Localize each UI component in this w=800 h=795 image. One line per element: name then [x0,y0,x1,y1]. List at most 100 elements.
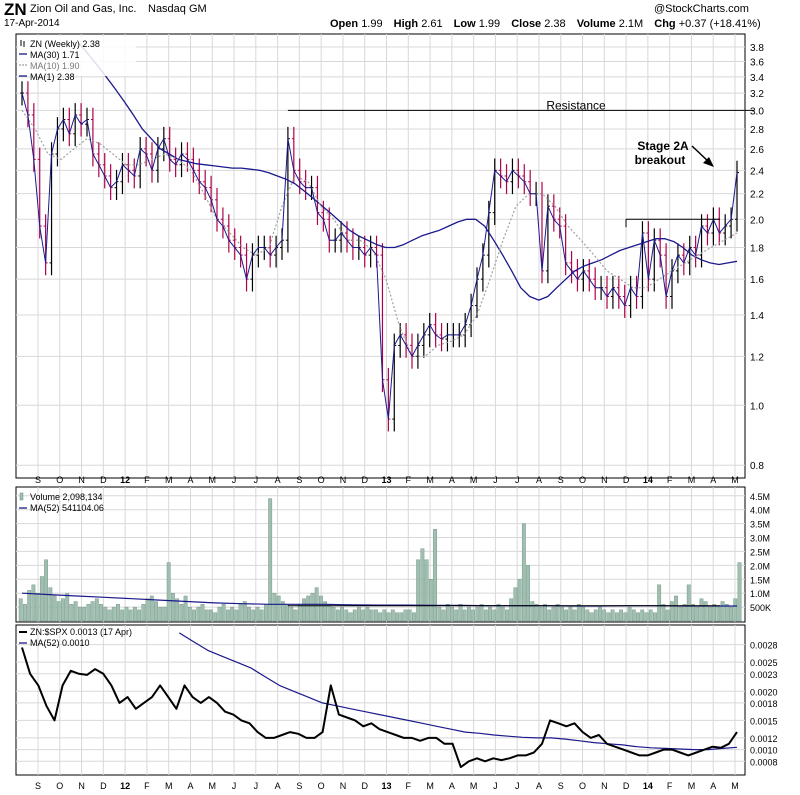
volume-bar [344,609,349,622]
x-tick-label: M [426,475,434,485]
x-tick-label: M [731,475,739,485]
volume-bar [213,612,218,622]
volume-bar [369,609,374,622]
volume-bar [361,609,366,622]
volume-bar [559,606,564,622]
volume-bar [437,606,442,622]
volume-legend-item: Volume 2,098,134 [30,492,103,502]
x-tick-label-bottom: N [601,781,608,791]
volume-tick-label: 1.5M [750,575,770,585]
breakout-arrow-head [703,157,714,167]
price-tick-label: 1.2 [750,352,764,363]
volume-bar [631,609,636,622]
open-value: 1.99 [361,18,383,30]
price-tick-label: 1.0 [750,401,764,412]
x-tick-label: J [493,475,498,485]
x-tick-label: F [406,475,412,485]
x-tick-label-bottom: A [536,781,542,791]
price-tick-label: 3.8 [750,43,764,54]
x-tick-label-bottom: A [187,781,193,791]
volume-tick-label: 4.0M [750,506,770,516]
volume-bar [306,595,311,622]
volume-bar [192,609,196,622]
volume-bar [209,609,213,622]
volume-bar [483,609,488,622]
x-tick-label: J [254,475,259,485]
volume-bar [264,604,268,622]
price-tick-label: 3.6 [750,57,764,68]
volume-bar [103,606,108,622]
volume-bar [479,604,484,622]
volume-bar [661,604,666,622]
volume-bar [627,606,632,622]
volume-tick-label: 4.5M [750,492,770,502]
x-tick-label-bottom: D [361,781,368,791]
x-tick-label-bottom: J [254,781,259,791]
volume-bar [551,606,556,622]
x-tick-label: M [688,475,696,485]
volume-bar [280,601,285,622]
volume-bar [247,606,251,622]
volume-bar [242,601,247,622]
volume-bar [196,606,201,622]
x-tick-label: J [515,475,520,485]
volume-bar [27,590,32,622]
x-tick-label-bottom: N [78,781,85,791]
volume-bar [653,612,657,622]
volume-bar [141,604,146,622]
volume-bar [390,609,395,622]
ma1-line [21,92,738,420]
volume-bar [175,598,180,622]
volume-tick-label: 1.0M [750,589,770,599]
volume-bar [297,604,302,622]
high-label: High [393,18,419,30]
volume-bar [179,604,184,622]
volume-bar [285,604,289,622]
x-tick-label: A [710,475,716,485]
x-tick-label-bottom: D [100,781,107,791]
volume-bar [56,601,61,622]
volume-bar [171,592,175,622]
ticker-symbol: ZN [4,0,27,19]
volume-bar [99,604,103,622]
low-label: Low [453,18,476,30]
volume-bar [547,609,552,622]
x-tick-label: J [232,475,237,485]
volume-bar [183,595,188,622]
volume-bar [433,528,437,622]
volume-bar [657,584,662,622]
volume-bar [564,609,569,622]
volume-bar [441,609,446,622]
price-legend-box [18,36,136,76]
breakout-label: breakout [635,153,686,167]
chg-value: +0.37 (+18.41%) [678,18,761,30]
price-tick-label: 1.4 [750,311,764,322]
volume-bar [217,606,222,622]
x-tick-label: 14 [643,475,653,485]
volume-bar [23,604,27,622]
relative-ratio-line [21,647,738,769]
volume-tick-label: 2.5M [750,547,770,557]
volume-bar [471,609,476,622]
volume-bar [340,606,344,622]
x-tick-label: M [165,475,173,485]
volume-bar [568,606,573,622]
volume-tick-label: 2.0M [750,561,770,571]
x-tick-label: D [623,475,630,485]
volume-bar [352,609,357,622]
volume-bar [276,595,281,622]
volume-bar [166,562,171,622]
x-tick-label: A [449,475,455,485]
volume-bar [378,612,383,622]
volume-bar [124,606,129,622]
stage-2a-label: Stage 2A [637,139,689,153]
volume-bar [699,598,704,622]
x-tick-label-bottom: M [688,781,696,791]
volume-panel [15,486,746,623]
price-tick-label: 1.6 [750,275,764,286]
relative-tick-label: 0.0028 [750,641,778,651]
volume-tick-label: 3.5M [750,520,770,530]
exchange-name: Nasdaq GM [148,3,207,15]
volume-bar [120,609,125,622]
volume-tick-label: 500K [750,603,771,613]
